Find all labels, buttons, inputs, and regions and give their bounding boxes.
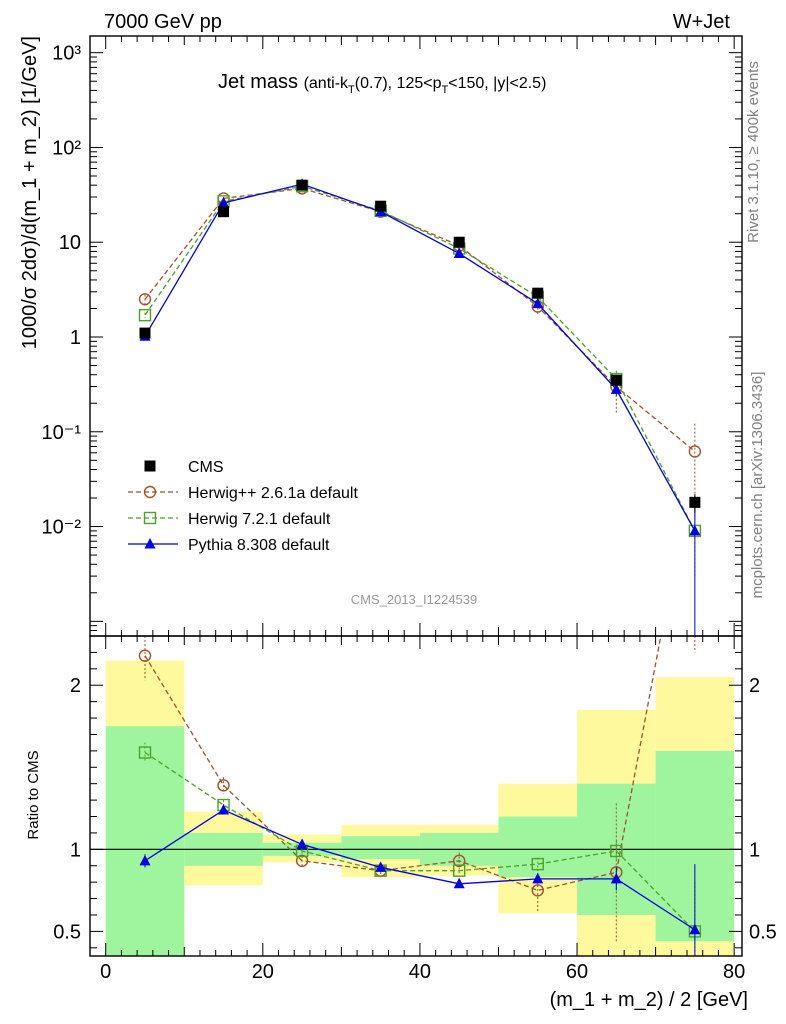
ratio-y-tick-label-right: 0.5 — [749, 921, 777, 943]
data-point — [532, 297, 544, 309]
rivet-label: Rivet 3.1.10, ≥ 400k events — [745, 61, 762, 243]
data-point — [688, 445, 702, 458]
ratio-series-line — [144, 636, 662, 892]
ratio-y-tick-label-right: 2 — [749, 675, 760, 697]
legend-label: Pythia 8.308 default — [188, 537, 330, 554]
data-point — [610, 383, 622, 394]
watermark: CMS_2013_I1224539 — [351, 592, 478, 607]
ratio-point — [453, 864, 466, 877]
ratio-point — [689, 923, 701, 935]
ratio-series-line — [144, 809, 696, 931]
data-point — [218, 196, 230, 208]
main-ylabel: 1000/σ 2dσ)/d(m_1 + m_2) [1/GeV] — [19, 36, 41, 349]
legend-entry: Herwig 7.2.1 default — [128, 511, 331, 528]
y-tick-label: 10 — [59, 232, 81, 254]
x-tick-label: 0 — [100, 961, 111, 983]
ratio-point — [295, 854, 309, 868]
ratio-point — [218, 803, 230, 815]
ratio-band-green — [498, 816, 578, 878]
legend: CMS Herwig++ 2.6.1a default Herwig 7.2.1 d… — [128, 459, 358, 554]
ratio-point — [610, 872, 622, 884]
legend-marker — [144, 538, 156, 549]
ratio-point — [531, 857, 544, 871]
ratio-point — [453, 854, 466, 868]
ratio-point — [138, 746, 152, 759]
legend-entry: Pythia 8.308 default — [128, 537, 330, 554]
legend-marker — [143, 511, 157, 525]
ratio-point — [217, 779, 230, 792]
plot-title-detail: (anti-k — [304, 75, 349, 92]
data-point — [453, 236, 465, 248]
data-point — [532, 287, 544, 299]
ratio-y-tick-label: 0.5 — [53, 921, 81, 943]
data-point — [138, 308, 152, 322]
data-point — [689, 524, 701, 536]
y-tick-label: 10² — [52, 137, 81, 159]
data-point — [296, 179, 308, 191]
ratio-point — [531, 884, 544, 897]
mcplots-label: mcplots.cern.ch [arXiv:1306.3436] — [749, 372, 766, 599]
ratio-frame — [89, 635, 743, 957]
data-point — [139, 327, 151, 339]
x-tick-label: 60 — [566, 961, 588, 983]
plot-title: Jet mass (anti-kT(0.7), 125<pT<150, |y|<… — [218, 71, 546, 96]
x-tick-label: 20 — [252, 961, 274, 983]
series-line — [144, 183, 696, 532]
legend-label: CMS — [188, 459, 224, 476]
plot-title-subscript: T — [348, 84, 355, 96]
legend-marker — [143, 485, 157, 499]
ratio-point — [532, 872, 544, 884]
ratio-series-line — [144, 751, 696, 932]
x-tick-label: 80 — [723, 961, 745, 983]
ratio-point — [296, 838, 308, 849]
data-point — [218, 206, 230, 218]
y-tick-label: 10³ — [52, 43, 81, 65]
y-tick-label: 1 — [70, 327, 81, 349]
ratio-y-tick-label: 1 — [70, 839, 81, 861]
series-cms — [139, 179, 701, 513]
ratio-band-green — [105, 726, 185, 956]
ratio-point — [610, 844, 623, 858]
ratio-point — [375, 861, 387, 872]
ratio-ylabel: Ratio to CMS — [25, 750, 42, 839]
ratio-y-tick-label: 2 — [70, 675, 81, 697]
data-point — [453, 247, 465, 259]
plot-title-detail: (0.7), 125<p — [355, 75, 442, 92]
legend-marker — [144, 460, 156, 472]
data-point — [689, 496, 701, 508]
x-tick-label: 40 — [409, 961, 431, 983]
legend-label: Herwig++ 2.6.1a default — [188, 485, 358, 502]
data-point — [610, 374, 622, 386]
series-line — [144, 185, 696, 532]
ratio-point — [138, 649, 152, 662]
ratio-band-green — [341, 836, 420, 860]
series-line — [144, 187, 696, 452]
header-right: W+Jet — [673, 11, 731, 33]
data-point — [375, 200, 387, 212]
xlabel: (m_1 + m_2) / 2 [GeV] — [550, 989, 748, 1011]
y-tick-label: 10⁻² — [42, 517, 82, 539]
ratio-point — [453, 877, 465, 889]
legend-entry: CMS — [144, 459, 224, 476]
y-tick-label: 10⁻¹ — [42, 422, 82, 444]
ratio-panel: 0.5 0.5 1 1 2 2 — [53, 635, 777, 957]
plot-title-subscript: T — [442, 84, 449, 96]
plot-title-main: Jet mass — [218, 71, 304, 93]
plot-title-detail: <150, |y|<2.5) — [448, 75, 546, 92]
header-left: 7000 GeV pp — [104, 11, 222, 33]
legend-entry: Herwig++ 2.6.1a default — [128, 485, 358, 502]
data-point — [138, 293, 152, 306]
legend-label: Herwig 7.2.1 default — [188, 511, 331, 528]
ratio-y-tick-label-right: 1 — [749, 839, 760, 861]
ratio-series-pythia-8-308-default — [139, 803, 701, 956]
ratio-point — [139, 854, 151, 866]
